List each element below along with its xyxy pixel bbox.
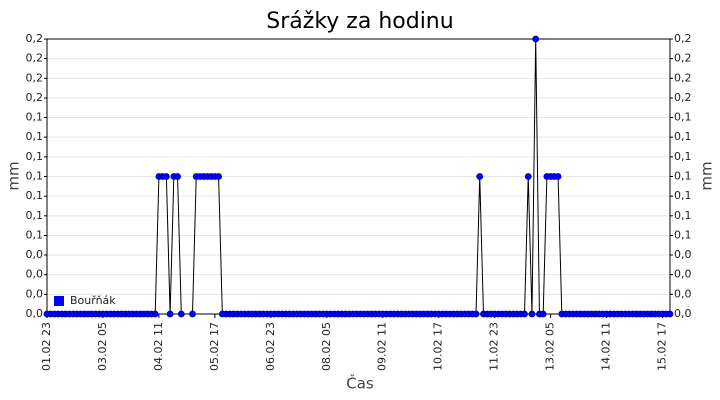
data-point xyxy=(554,173,562,180)
y-tick-label: 0,2 xyxy=(26,52,44,65)
y2-tick-label: 0,0 xyxy=(674,268,692,281)
x-tick-label: 05.02 17 xyxy=(208,322,221,371)
y2-tick-label: 0,0 xyxy=(674,287,692,300)
data-point xyxy=(476,173,484,180)
y2-tick-label: 0,1 xyxy=(674,111,692,124)
y2-tick-label: 0,2 xyxy=(674,91,692,104)
y2-tick-label: 0,2 xyxy=(674,32,692,45)
data-point xyxy=(528,310,536,318)
y-tick-label: 0,0 xyxy=(26,307,44,320)
x-tick-label: 08.02 05 xyxy=(320,322,333,371)
x-tick-label: 04.02 11 xyxy=(152,322,165,371)
x-tick-label: 03.02 05 xyxy=(96,322,109,371)
x-tick-label: 14.02 11 xyxy=(600,322,613,371)
y2-tick-label: 0,1 xyxy=(674,209,692,222)
data-point xyxy=(151,310,159,318)
x-axis-label: Čas xyxy=(346,374,374,393)
data-point xyxy=(174,173,181,180)
x-tick-label: 15.02 17 xyxy=(656,322,669,371)
y-tick-label: 0,0 xyxy=(26,268,44,281)
y-tick-label: 0,1 xyxy=(26,189,44,202)
legend-swatch xyxy=(54,296,64,306)
y-axis-label: mm xyxy=(5,161,23,190)
x-tick-label: 09.02 11 xyxy=(376,322,389,371)
x-tick-label: 10.02 17 xyxy=(432,322,445,371)
data-point xyxy=(666,310,674,318)
y-tick-label: 0,1 xyxy=(26,170,44,183)
legend-label: Bouřňák xyxy=(70,294,116,307)
x-tick-label: 06.02 23 xyxy=(264,322,277,371)
y2-tick-label: 0,1 xyxy=(674,228,692,241)
y-tick-label: 0,0 xyxy=(26,248,44,261)
y-tick-label: 0,2 xyxy=(26,71,44,84)
x-tick-label: 01.02 23 xyxy=(40,322,53,371)
y2-tick-label: 0,2 xyxy=(674,52,692,65)
y2-tick-label: 0,0 xyxy=(674,248,692,261)
y-tick-label: 0,1 xyxy=(26,111,44,124)
y-tick-label: 0,2 xyxy=(26,32,44,45)
data-point xyxy=(472,310,480,318)
data-point xyxy=(215,173,223,180)
y-tick-label: 0,1 xyxy=(26,130,44,143)
y2-tick-label: 0,1 xyxy=(674,189,692,202)
x-tick-label: 11.02 23 xyxy=(488,322,501,371)
data-point xyxy=(189,310,196,318)
y-tick-label: 0,1 xyxy=(26,209,44,222)
y-tick-label: 0,0 xyxy=(26,287,44,300)
data-point xyxy=(521,310,528,318)
data-point xyxy=(524,173,532,180)
y2-tick-label: 0,0 xyxy=(674,307,692,320)
data-point xyxy=(166,310,174,318)
y2-tick-label: 0,1 xyxy=(674,170,692,183)
data-point xyxy=(539,310,547,318)
y2-tick-label: 0,2 xyxy=(674,71,692,84)
data-point xyxy=(532,35,540,43)
y2-tick-label: 0,1 xyxy=(674,150,692,163)
y2-axis-label: mm xyxy=(698,161,716,190)
y2-tick-label: 0,1 xyxy=(674,130,692,143)
x-tick-label: 13.02 05 xyxy=(544,322,557,371)
data-point xyxy=(162,173,170,180)
data-point xyxy=(177,310,185,318)
chart-title: Srážky za hodinu xyxy=(266,9,453,34)
y-tick-label: 0,1 xyxy=(26,150,44,163)
y-tick-label: 0,1 xyxy=(26,228,44,241)
y-tick-label: 0,2 xyxy=(26,91,44,104)
